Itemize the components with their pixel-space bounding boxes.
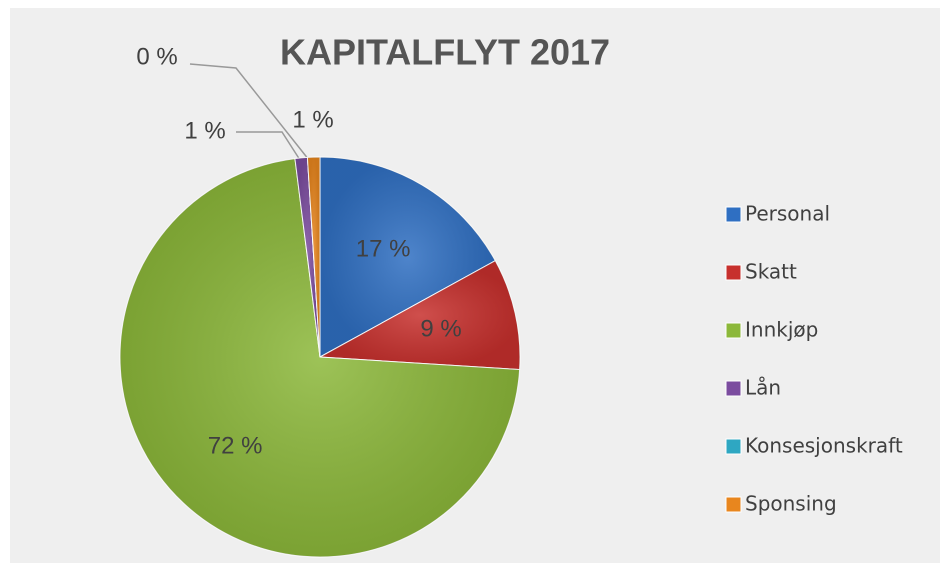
chart-title: KAPITALFLYT 2017 bbox=[280, 32, 610, 73]
slice-shade bbox=[320, 157, 496, 357]
legend-label: Lån bbox=[745, 376, 781, 400]
legend-swatch bbox=[725, 206, 742, 223]
data-label: 9 % bbox=[420, 315, 461, 342]
slice-shade bbox=[119, 158, 520, 557]
slice-shade bbox=[307, 157, 320, 357]
leader-line bbox=[236, 131, 301, 161]
data-label: 17 % bbox=[356, 236, 411, 263]
slice-shade bbox=[320, 260, 520, 370]
slice-shade bbox=[294, 157, 320, 357]
legend-label: Konsesjonskraft bbox=[745, 434, 903, 458]
data-label: 1 % bbox=[184, 117, 225, 144]
leader-line bbox=[189, 63, 310, 161]
legend-label: Sponsing bbox=[745, 492, 837, 516]
legend-label: Innkjøp bbox=[745, 318, 818, 342]
legend-swatch bbox=[725, 438, 742, 455]
legend-label: Personal bbox=[745, 202, 830, 226]
data-label: 1 % bbox=[292, 106, 333, 133]
legend-swatch bbox=[725, 264, 742, 281]
legend-swatch bbox=[725, 380, 742, 397]
legend-swatch bbox=[725, 496, 742, 513]
data-label: 72 % bbox=[208, 433, 263, 460]
legend-label: Skatt bbox=[745, 260, 797, 284]
data-label: 0 % bbox=[136, 43, 177, 70]
legend-swatch bbox=[725, 322, 742, 339]
